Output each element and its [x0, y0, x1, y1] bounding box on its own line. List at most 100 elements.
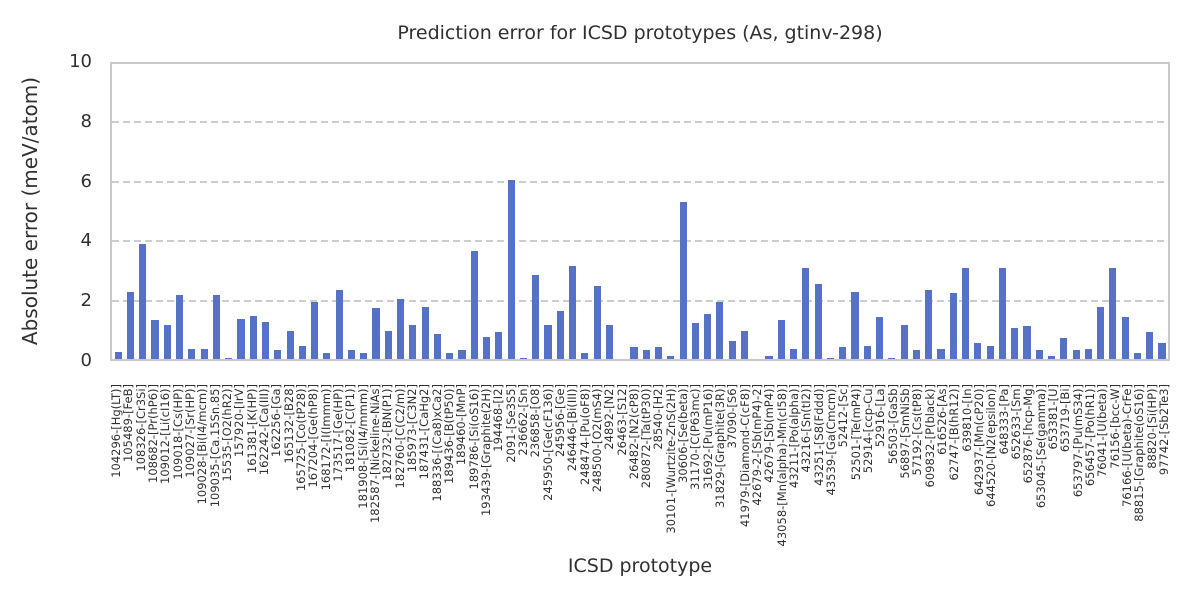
bar-slot: [935, 62, 947, 359]
bar: [372, 308, 380, 359]
x-tick-label: 52412-[Sc]: [836, 384, 851, 448]
bar: [568, 266, 577, 359]
x-tick-label: 161381-[K(HP)]: [244, 384, 259, 474]
bar: [826, 357, 834, 359]
bar: [876, 317, 884, 359]
bar-slot: [394, 62, 406, 359]
x-tick-label: 109035-[Ca.15Sn.85]: [207, 384, 222, 508]
bar-slot: [1119, 62, 1131, 359]
bar: [507, 179, 515, 359]
bar: [249, 315, 257, 359]
y-tick-label: 10: [69, 51, 92, 72]
bar: [1097, 306, 1105, 359]
bar-slot: [333, 62, 345, 359]
x-tick-label: 43216-[Sn(tI2)]: [799, 384, 814, 473]
bar-slot: [272, 62, 284, 359]
bar: [175, 294, 184, 359]
bar: [740, 330, 749, 359]
bar: [151, 320, 159, 359]
bar: [225, 357, 233, 359]
x-tick-label: 162256-[Ga]: [269, 384, 284, 457]
bar: [1011, 327, 1019, 359]
bar: [126, 291, 134, 359]
x-tick-label: 644520-[N2(epsilon)]: [984, 384, 999, 507]
bar: [691, 323, 699, 359]
bar: [667, 356, 675, 359]
bar-slot: [444, 62, 456, 359]
y-tick-label: 2: [80, 290, 92, 312]
bar: [839, 347, 847, 359]
bar: [433, 333, 441, 359]
x-tick-label: 28540-[H2]: [651, 384, 666, 450]
bar: [1084, 348, 1092, 359]
bar: [1109, 267, 1117, 359]
bar-slot: [837, 62, 849, 359]
x-tick-label: 182732-[BN(P1)]: [380, 384, 395, 481]
bar: [974, 342, 982, 359]
x-tick-label: 31170-[C(P63mc)]: [688, 384, 703, 490]
bar-slot: [873, 62, 885, 359]
bar: [581, 353, 589, 359]
bar: [1158, 342, 1166, 359]
x-tick-label: 187431-[CaHg2]: [417, 384, 432, 480]
bar-slot: [566, 62, 578, 359]
bar-slot: [591, 62, 603, 359]
plot-area: [110, 62, 1170, 361]
bar: [593, 285, 601, 359]
bar: [1047, 356, 1056, 359]
bar: [519, 357, 527, 359]
y-tick-label: 0: [80, 350, 92, 371]
bar: [556, 311, 564, 359]
bar: [777, 320, 785, 359]
bar-slot: [689, 62, 701, 359]
x-tick-label: 652876-[hcp-Mg]: [1021, 384, 1036, 484]
bar-slot: [309, 62, 321, 359]
x-tick-label: 31692-[Pu(mP16)]: [700, 384, 715, 490]
bar: [409, 324, 417, 359]
bar: [470, 251, 478, 359]
x-tick-label: 189786-[Si(oS16)]: [466, 384, 481, 490]
bar: [212, 294, 220, 359]
bar: [495, 332, 503, 359]
bar: [1023, 326, 1031, 359]
x-tick-label: 109028-[Bi(I4/mcm)]: [195, 384, 210, 505]
bar: [286, 330, 294, 359]
x-tick-label: 30101-[Wurtzite-ZnS(2H)]: [663, 384, 678, 534]
bar-slot: [431, 62, 443, 359]
bar-slot: [517, 62, 529, 359]
bar: [790, 348, 798, 359]
bar-slot: [787, 62, 799, 359]
x-tick-label: 43251-[S8(Fddd)]: [811, 384, 826, 486]
bar-slot: [972, 62, 984, 359]
bar: [532, 275, 540, 359]
bar-slot: [259, 62, 271, 359]
bar: [458, 350, 466, 359]
bar: [261, 321, 270, 359]
bar: [139, 243, 147, 359]
bar: [912, 350, 920, 359]
bar-slot: [530, 62, 542, 359]
bar-slot: [1156, 62, 1168, 359]
bar-slot: [223, 62, 235, 359]
bar: [384, 330, 392, 359]
bars-layer: [112, 62, 1168, 359]
x-tick-label: 2091-[Se3S5]: [503, 384, 518, 463]
gridline: [112, 240, 1168, 243]
bar: [851, 291, 859, 359]
bar: [200, 348, 208, 359]
x-tick-label: 648333-[Pa]: [996, 384, 1011, 455]
x-tick-label: 43058-[Mn(alpha)-Mn(cI58)]: [774, 384, 789, 547]
bar-slot: [1021, 62, 1033, 359]
bar-slot: [861, 62, 873, 359]
x-tick-label: 52501-[Te(mP4)]: [848, 384, 863, 481]
bar-slot: [1070, 62, 1082, 359]
bar-slot: [296, 62, 308, 359]
bar-slot: [947, 62, 959, 359]
bar-slot: [1058, 62, 1070, 359]
bar: [298, 345, 306, 359]
bar-slot: [480, 62, 492, 359]
bar-slot: [137, 62, 149, 359]
x-tick-label: 182760-[C(C2/m)]: [392, 384, 407, 489]
x-tick-label: 245950-[Ge(cF136)]: [540, 384, 555, 501]
